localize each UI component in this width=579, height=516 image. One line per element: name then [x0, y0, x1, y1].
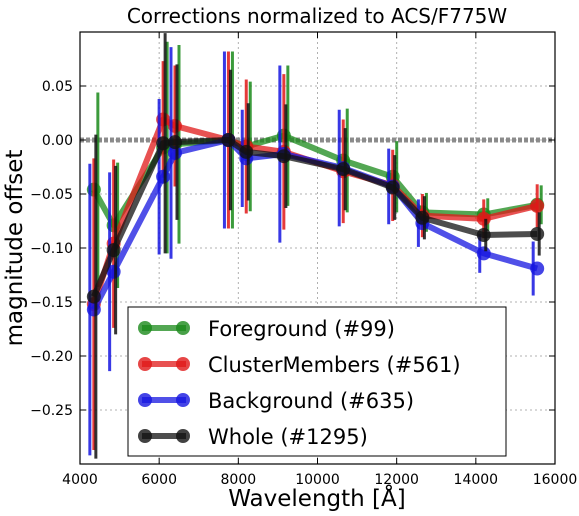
- legend-marker: [176, 321, 190, 335]
- data-point: [385, 180, 400, 195]
- data-point: [336, 162, 351, 177]
- y-axis-title: magnitude offset: [2, 150, 28, 347]
- legend: Foreground (#99) ClusterMembers (#561) Bac…: [127, 306, 507, 457]
- data-point: [476, 228, 491, 243]
- chart-title: Corrections normalized to ACS/F775W: [127, 4, 508, 28]
- ticks: 4000 6000 8000 10000 12000 14000 16000 −0.25 −0.…: [30, 32, 577, 488]
- legend-marker: [176, 429, 190, 443]
- x-tick-label: 14000: [454, 472, 499, 488]
- x-tick-label: 12000: [374, 472, 419, 488]
- x-tick-label: 4000: [62, 472, 98, 488]
- y-tick-label: 0.00: [42, 133, 73, 149]
- y-tick-label: 0.05: [42, 79, 73, 95]
- legend-marker: [176, 393, 190, 407]
- legend-marker: [176, 357, 190, 371]
- data-point: [156, 136, 171, 151]
- data-point: [239, 144, 254, 159]
- y-tick-label: −0.20: [30, 349, 73, 365]
- legend-label: ClusterMembers (#561): [208, 353, 461, 377]
- legend-label: Whole (#1295): [208, 425, 368, 449]
- series-line: [91, 137, 538, 298]
- data-point: [86, 302, 101, 317]
- data-point: [530, 226, 545, 241]
- x-tick-label: 6000: [141, 472, 177, 488]
- legend-marker: [138, 321, 152, 335]
- x-axis-title: Wavelength [Å]: [228, 484, 405, 512]
- series-line: [91, 116, 538, 306]
- data-point: [276, 149, 291, 164]
- y-tick-label: −0.15: [30, 295, 73, 311]
- data-point: [476, 211, 491, 226]
- legend-marker: [138, 393, 152, 407]
- legend-label: Foreground (#99): [208, 317, 395, 341]
- data-point: [168, 135, 182, 150]
- data-point: [530, 198, 545, 213]
- data-point: [415, 210, 430, 225]
- legend-marker: [138, 429, 152, 443]
- x-tick-label: 16000: [533, 472, 578, 488]
- data-point: [156, 169, 171, 184]
- series-group: [86, 33, 545, 459]
- x-tick-label: 8000: [221, 472, 257, 488]
- data-point: [221, 133, 236, 147]
- series-4: [86, 33, 545, 459]
- y-tick-label: −0.25: [30, 403, 73, 419]
- data-point: [530, 261, 545, 276]
- legend-box: [127, 306, 507, 457]
- data-point: [476, 246, 491, 261]
- data-point: [106, 243, 121, 258]
- data-point: [86, 289, 101, 304]
- legend-label: Background (#635): [208, 389, 414, 413]
- y-tick-label: −0.10: [30, 241, 73, 257]
- x-tick-label: 10000: [295, 472, 340, 488]
- y-tick-label: −0.05: [30, 187, 73, 203]
- legend-marker: [138, 357, 152, 371]
